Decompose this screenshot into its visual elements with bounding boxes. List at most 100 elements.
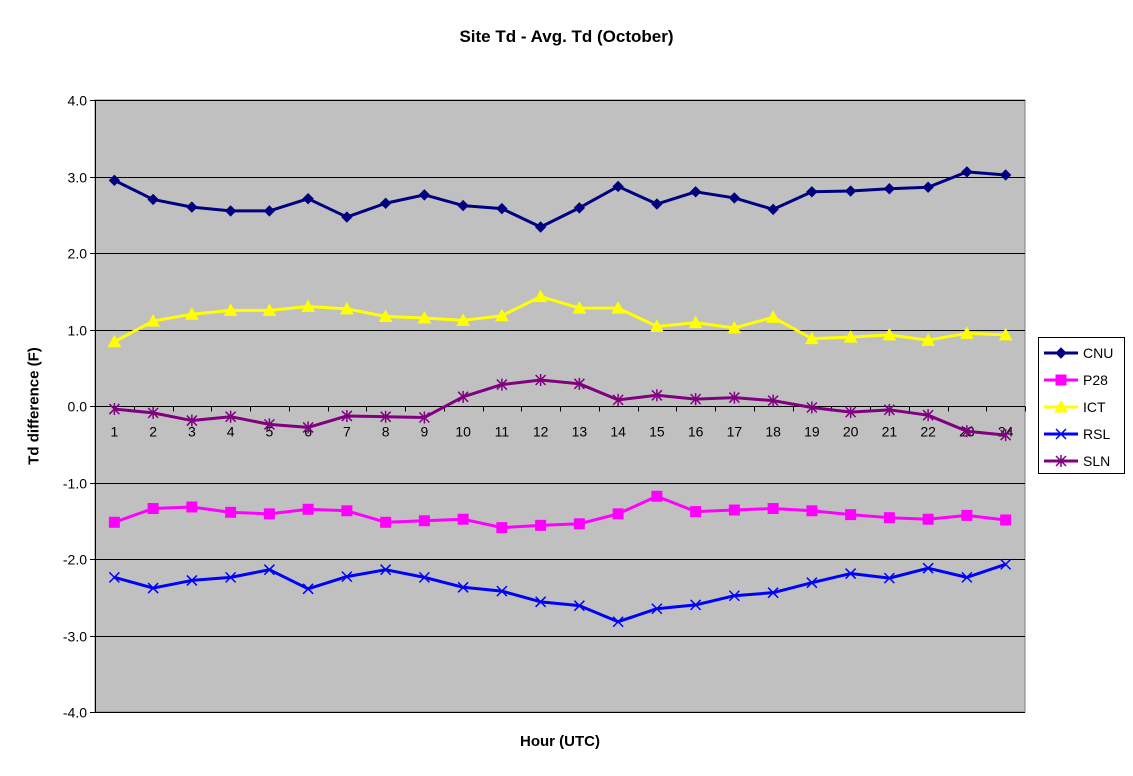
y-tick-label: -1.0 (63, 476, 87, 492)
data-point-rsl (961, 571, 973, 583)
data-point-sln (108, 403, 120, 416)
data-point-cnu (651, 198, 663, 210)
y-tick-label: 4.0 (68, 93, 88, 109)
data-point-p28 (418, 515, 430, 527)
legend-label-sln: SLN (1083, 453, 1110, 469)
data-point-ict (495, 308, 509, 322)
data-point-ict (572, 301, 587, 314)
data-point-p28 (225, 506, 237, 518)
x-tick-label: 9 (420, 424, 428, 440)
x-tick-label: 12 (533, 424, 549, 440)
data-point-rsl (457, 581, 469, 593)
data-point-cnu (612, 180, 624, 193)
data-point-p28 (612, 508, 624, 520)
data-point-ict (611, 301, 625, 314)
data-point-rsl (922, 562, 934, 574)
series-line-sln (114, 378, 1006, 437)
data-point-sln (380, 410, 392, 423)
data-point-sln (147, 406, 159, 419)
data-point-sln (496, 378, 508, 391)
x-tick-label: 1 (110, 424, 118, 440)
data-point-rsl (573, 600, 585, 612)
y-tick-label: 2.0 (68, 246, 88, 262)
data-point-cnu (341, 211, 353, 223)
y-tick-label: -3.0 (63, 629, 87, 645)
data-point-sln (573, 377, 585, 390)
data-point-p28 (690, 506, 702, 518)
x-tick-label: 8 (382, 424, 390, 440)
legend-label-cnu: CNU (1083, 345, 1113, 361)
data-point-cnu (379, 197, 392, 209)
data-point-ict (146, 314, 160, 327)
x-tick-label: 7 (343, 424, 351, 440)
legend-label-ict: ICT (1083, 399, 1106, 415)
data-point-cnu (263, 205, 276, 217)
series-line-rsl (113, 562, 1007, 624)
data-point-rsl (690, 599, 702, 611)
legend-marker-ict (1054, 399, 1068, 413)
x-tick-label: 19 (804, 424, 820, 440)
data-point-p28 (380, 516, 392, 528)
data-point-ict (766, 310, 780, 323)
x-tick-label: 17 (727, 424, 743, 440)
legend-label-p28: P28 (1083, 372, 1108, 388)
data-point-cnu (961, 166, 973, 178)
x-tick-label: 4 (227, 424, 235, 440)
data-point-p28 (457, 513, 469, 525)
x-tick-label: 3 (188, 424, 196, 440)
data-point-rsl (767, 587, 779, 599)
data-point-cnu (728, 192, 741, 204)
x-tick-label: 20 (843, 424, 859, 440)
data-point-cnu (418, 189, 431, 201)
x-tick-label: 14 (610, 424, 626, 440)
data-point-sln (806, 401, 818, 414)
data-point-cnu (496, 202, 508, 215)
data-point-p28 (922, 513, 934, 525)
data-point-p28 (806, 505, 818, 517)
data-point-p28 (496, 522, 508, 534)
data-point-sln (418, 411, 430, 424)
data-point-rsl (418, 571, 430, 583)
data-point-cnu (999, 169, 1012, 181)
data-point-cnu (689, 186, 702, 198)
data-point-cnu (767, 203, 779, 216)
data-point-rsl (108, 571, 120, 583)
x-tick-label: 10 (455, 424, 471, 440)
data-point-rsl (341, 571, 353, 583)
data-point-rsl (380, 564, 392, 576)
data-point-rsl (1000, 558, 1012, 570)
data-point-cnu (457, 199, 469, 212)
data-point-sln (767, 394, 779, 407)
data-point-ict (378, 309, 393, 322)
data-point-ict (107, 334, 122, 348)
data-point-rsl (263, 564, 275, 576)
data-point-rsl (496, 585, 508, 597)
data-point-cnu (108, 174, 121, 187)
data-point-ict (417, 310, 432, 324)
data-point-cnu (806, 186, 818, 198)
data-point-ict (223, 303, 238, 316)
data-point-sln (457, 390, 469, 403)
data-point-cnu (147, 193, 159, 206)
data-point-ict (843, 330, 858, 343)
legend-marker-cnu (1055, 347, 1067, 359)
data-point-sln (263, 418, 275, 431)
data-point-rsl (302, 583, 314, 595)
data-point-rsl (883, 572, 895, 584)
series-line-ict (113, 295, 1006, 344)
data-point-p28 (108, 516, 120, 528)
data-point-sln (535, 373, 547, 386)
data-point-p28 (728, 504, 740, 516)
chart-title: Site Td - Avg. Td (October) (459, 27, 674, 46)
data-point-rsl (806, 577, 818, 589)
data-point-cnu (302, 192, 314, 205)
x-tick-label: 15 (649, 424, 665, 440)
y-tick-label: 1.0 (68, 323, 88, 339)
data-point-sln (1000, 429, 1012, 442)
series-line-p28 (113, 494, 1006, 530)
data-point-cnu (534, 221, 547, 233)
data-point-p28 (573, 518, 585, 530)
data-point-rsl (651, 603, 663, 615)
data-point-p28 (263, 508, 275, 520)
data-point-p28 (845, 509, 857, 521)
